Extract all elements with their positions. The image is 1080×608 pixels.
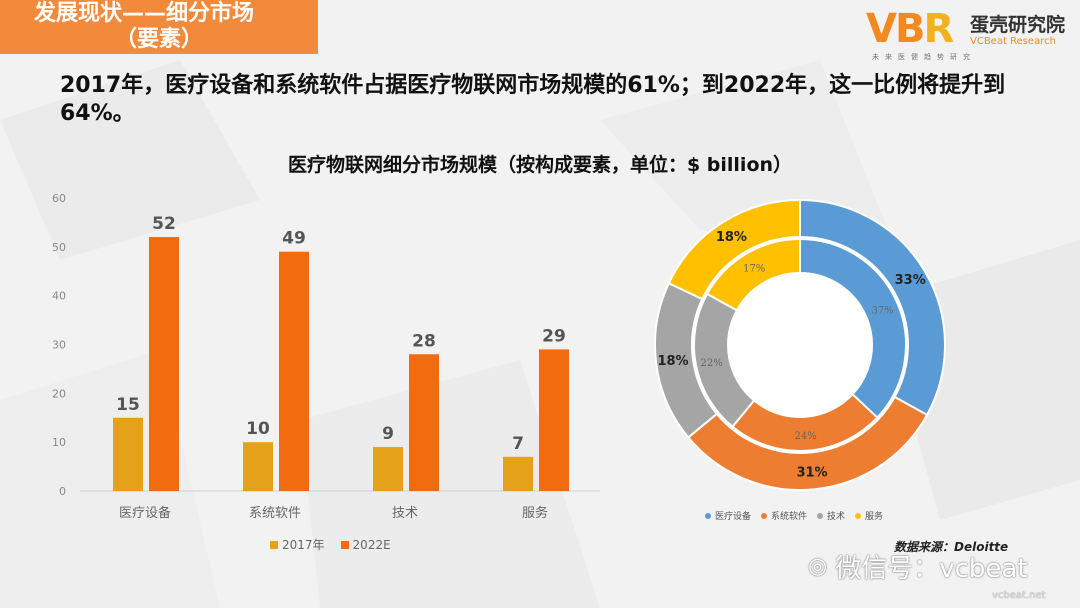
inner-label-4: 17% bbox=[743, 264, 765, 275]
wechat-icon: ◎ bbox=[808, 554, 828, 579]
bar-value-label: 10 bbox=[246, 419, 270, 439]
section-header: 发展现状——细分市场 （要素） bbox=[0, 0, 318, 54]
legend-label-2017: 2017年 bbox=[282, 538, 325, 552]
inner-label-1: 37% bbox=[871, 305, 893, 316]
chart-title: 医疗物联网细分市场规模（按构成要素，单位：$ billion） bbox=[287, 154, 793, 176]
donut-hole bbox=[729, 274, 871, 416]
y-tick-label: 50 bbox=[52, 241, 66, 254]
bar-value-label: 15 bbox=[116, 395, 140, 415]
bar-value-label: 7 bbox=[512, 434, 524, 454]
bar-2017 bbox=[243, 442, 273, 491]
bar-chart-legend: 2017年 2022E bbox=[270, 536, 391, 553]
bar-value-label: 9 bbox=[382, 424, 394, 444]
outer-label-1: 33% bbox=[895, 273, 926, 288]
bar-2017 bbox=[113, 417, 143, 491]
logo-name-en: VCBeat Research bbox=[970, 36, 1056, 47]
bar-2022e bbox=[409, 354, 439, 491]
donut-legend-item-4: 服务 bbox=[855, 509, 883, 522]
donut-legend-label-3: 技术 bbox=[827, 512, 846, 522]
bar-2022e bbox=[279, 251, 309, 491]
logo-mark: VBR bbox=[866, 6, 954, 52]
inner-label-3: 22% bbox=[700, 358, 722, 369]
donut-legend-item-1: 医疗设备 bbox=[705, 509, 751, 522]
y-tick-label: 10 bbox=[52, 436, 66, 449]
bar-value-label: 29 bbox=[542, 326, 566, 346]
donut-chart: 33% 31% 18% 18% 37% 24% 22% 17% bbox=[654, 198, 946, 491]
donut-legend-label-4: 服务 bbox=[865, 512, 884, 522]
y-tick-label: 20 bbox=[52, 387, 66, 400]
bar-2017 bbox=[503, 456, 533, 491]
donut-legend-label-2: 系统软件 bbox=[771, 512, 808, 522]
vbr-logo: VBR 蛋壳研究院 VCBeat Research 未来医健趋势研究 bbox=[866, 6, 1076, 61]
data-source: 数据来源：Deloitte bbox=[894, 540, 1009, 554]
wechat-watermark: ◎ 微信号：vcbeat bbox=[808, 548, 1028, 585]
bar-2022e bbox=[539, 349, 569, 491]
donut-legend-label-1: 医疗设备 bbox=[715, 512, 752, 522]
bar-value-label: 28 bbox=[412, 331, 436, 351]
legend-label-2022e: 2022E bbox=[352, 537, 391, 552]
watermark-text: 微信号：vcbeat bbox=[835, 554, 1028, 584]
headline-text: 2017年，医疗设备和系统软件占据医疗物联网市场规模的61%；到2022年，这一… bbox=[60, 73, 1006, 126]
legend-swatch-2022e bbox=[340, 540, 349, 549]
y-tick-label: 60 bbox=[52, 192, 66, 205]
bar-value-label: 49 bbox=[282, 229, 306, 249]
bar-2017 bbox=[373, 447, 403, 491]
x-category-label: 系统软件 bbox=[249, 506, 301, 521]
section-title: 发展现状——细分市场 bbox=[33, 1, 254, 26]
outer-slice-4 bbox=[667, 198, 801, 301]
x-category-label: 技术 bbox=[392, 506, 418, 521]
inner-slice-4 bbox=[705, 237, 801, 312]
donut-legend-swatch-1 bbox=[705, 512, 711, 519]
watermark-url: vcbeat.net bbox=[992, 590, 1046, 601]
donut-legend-swatch-2 bbox=[761, 512, 768, 519]
donut-chart-legend: 医疗设备 系统软件 技术 服务 bbox=[705, 509, 883, 522]
y-tick-label: 0 bbox=[59, 485, 66, 498]
inner-slice-1 bbox=[799, 237, 907, 419]
legend-swatch-2017 bbox=[270, 540, 278, 549]
x-category-label: 服务 bbox=[522, 505, 548, 521]
outer-label-3: 18% bbox=[657, 354, 688, 369]
donut-legend-swatch-4 bbox=[855, 512, 862, 519]
outer-label-2: 31% bbox=[796, 465, 827, 480]
bar-2022e bbox=[149, 237, 179, 491]
legend-item-2022e: 2022E bbox=[340, 537, 391, 552]
x-category-label: 医疗设备 bbox=[119, 505, 171, 521]
donut-legend-item-3: 技术 bbox=[817, 509, 845, 522]
logo-tagline: 未来医健趋势研究 bbox=[872, 53, 976, 61]
bar-value-label: 52 bbox=[152, 214, 176, 234]
bar-chart: 0 10 20 30 40 50 60 15 52 医疗设备 10 49 系统软件 9 28 技术 7 29 服务 bbox=[52, 192, 600, 521]
section-subtitle: （要素） bbox=[114, 27, 203, 52]
y-tick-label: 40 bbox=[52, 290, 66, 303]
legend-item-2017: 2017年 bbox=[270, 536, 325, 553]
logo-name-cn: 蛋壳研究院 bbox=[970, 14, 1066, 36]
inner-label-2: 24% bbox=[795, 431, 817, 442]
y-tick-label: 30 bbox=[52, 339, 66, 352]
outer-label-4: 18% bbox=[716, 230, 747, 245]
donut-legend-swatch-3 bbox=[817, 512, 824, 519]
donut-legend-item-2: 系统软件 bbox=[761, 509, 807, 522]
